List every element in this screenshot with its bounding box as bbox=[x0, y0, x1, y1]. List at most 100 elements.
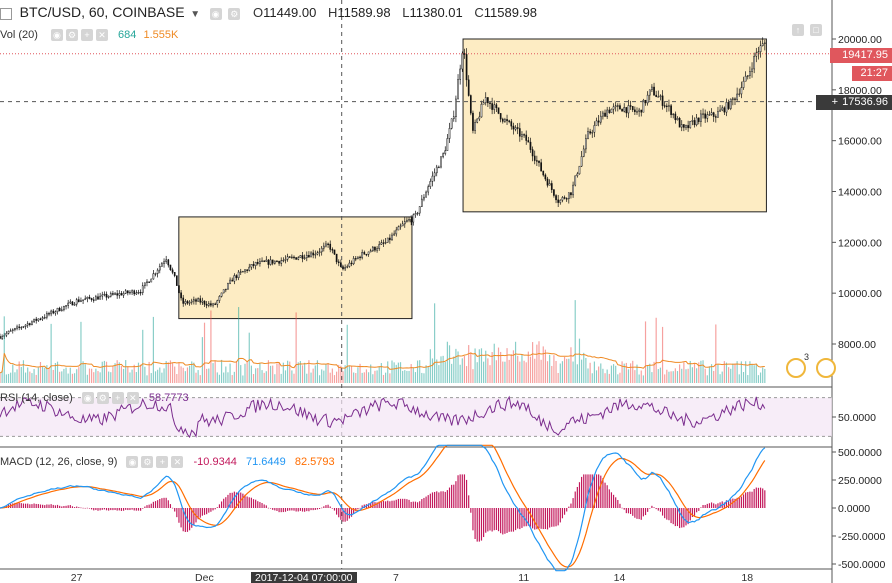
macd-histogram-bar bbox=[142, 508, 144, 509]
collapse-icon[interactable] bbox=[0, 7, 12, 20]
macd-histogram-bar bbox=[267, 507, 270, 509]
macd-histogram-bar bbox=[649, 508, 651, 509]
macd-histogram-bar bbox=[444, 491, 446, 508]
pane-up-icon[interactable]: ↑ bbox=[792, 24, 804, 36]
volume-bar bbox=[1, 370, 3, 383]
volume-bar bbox=[108, 371, 110, 383]
candle-body bbox=[489, 102, 491, 104]
macd-histogram-bar bbox=[664, 508, 666, 519]
volume-bar bbox=[425, 365, 427, 383]
macd-histogram-bar bbox=[308, 508, 310, 512]
volume-bar bbox=[376, 370, 378, 383]
settings-icon[interactable]: ⚙ bbox=[96, 392, 109, 405]
volume-bar bbox=[363, 372, 365, 383]
macd-histogram-bar bbox=[257, 501, 259, 508]
macd-histogram-bar bbox=[327, 504, 329, 508]
candle-body bbox=[508, 120, 511, 122]
visibility-icon[interactable]: ◉ bbox=[126, 456, 139, 469]
volume-bar bbox=[598, 366, 600, 383]
volume-bar bbox=[438, 365, 440, 383]
volume-bar bbox=[227, 372, 229, 383]
volume-bar bbox=[544, 349, 546, 383]
macd-histogram-bar bbox=[46, 504, 48, 508]
economic-events-icon[interactable]: 3 bbox=[786, 352, 809, 378]
candle-body bbox=[288, 256, 291, 258]
visibility-icon[interactable]: ◉ bbox=[81, 392, 94, 405]
add-icon[interactable]: + bbox=[80, 29, 93, 42]
volume-bar bbox=[408, 370, 410, 383]
candle-body bbox=[109, 293, 112, 297]
candle-body bbox=[374, 246, 376, 251]
candle-body bbox=[114, 293, 116, 295]
candle-body bbox=[589, 131, 591, 134]
volume-bar bbox=[455, 348, 457, 383]
close-icon[interactable]: ✕ bbox=[95, 29, 108, 42]
macd-histogram-bar bbox=[261, 503, 263, 508]
visibility-icon[interactable]: ◉ bbox=[209, 7, 222, 20]
macd-histogram-bar bbox=[559, 508, 561, 523]
candle-body bbox=[742, 80, 745, 88]
close-icon[interactable]: ✕ bbox=[126, 392, 139, 405]
volume-bar bbox=[176, 374, 178, 383]
candle-body bbox=[459, 68, 462, 80]
macd-histogram-bar bbox=[399, 498, 402, 508]
candle-body bbox=[749, 71, 751, 76]
symbol-title[interactable]: BTC/USD, 60, COINBASE bbox=[19, 4, 185, 20]
candle-body bbox=[384, 242, 387, 244]
volume-bar bbox=[142, 329, 144, 383]
macd-histogram-bar bbox=[199, 508, 201, 518]
macd-histogram-bar bbox=[534, 508, 536, 530]
toggle-dropdown-icon[interactable]: ▼ bbox=[190, 9, 201, 20]
economic-events-icon[interactable] bbox=[816, 358, 836, 378]
macd-histogram-bar bbox=[600, 475, 602, 508]
candle-body bbox=[469, 95, 472, 114]
settings-icon[interactable]: ⚙ bbox=[141, 456, 154, 469]
volume-bar bbox=[751, 363, 753, 383]
macd-histogram-bar bbox=[255, 499, 257, 508]
visibility-icon[interactable]: ◉ bbox=[50, 29, 63, 42]
volume-bar bbox=[440, 356, 442, 383]
volume-bar bbox=[229, 363, 231, 383]
volume-bar bbox=[95, 368, 97, 383]
macd-histogram-bar bbox=[632, 508, 634, 516]
candle-body bbox=[31, 321, 33, 325]
volume-bar bbox=[651, 372, 653, 383]
macd-histogram-bar bbox=[696, 508, 698, 513]
candle-body bbox=[86, 296, 89, 300]
volume-bar bbox=[235, 361, 238, 383]
candle-body bbox=[593, 125, 596, 133]
volume-bar bbox=[446, 341, 448, 383]
macd-histogram-bar bbox=[161, 498, 163, 508]
candle-body bbox=[623, 107, 626, 112]
macd-histogram-bar bbox=[604, 482, 606, 508]
rsi-label[interactable]: RSI (14, close) bbox=[0, 392, 73, 404]
candle-body bbox=[416, 212, 419, 215]
volume-bar bbox=[728, 367, 730, 383]
candle-body bbox=[137, 291, 140, 294]
macd-hist-value: -10.9344 bbox=[193, 456, 237, 468]
add-alert-icon[interactable]: + bbox=[831, 96, 839, 108]
volume-bar bbox=[272, 365, 274, 383]
candle-body bbox=[175, 275, 178, 286]
pane-maximize-icon[interactable]: □ bbox=[810, 24, 822, 36]
macd-histogram-bar bbox=[197, 508, 199, 520]
macd-label[interactable]: MACD (12, 26, close, 9) bbox=[0, 456, 118, 468]
close-icon[interactable]: ✕ bbox=[171, 456, 184, 469]
rsi-tick-label: 50.0000 bbox=[838, 412, 876, 424]
candle-body bbox=[727, 102, 730, 109]
candle-body bbox=[148, 281, 150, 283]
volume-label[interactable]: Vol (20) bbox=[0, 29, 38, 41]
settings-icon[interactable]: ⚙ bbox=[65, 29, 78, 42]
add-icon[interactable]: + bbox=[111, 392, 124, 405]
volume-bar bbox=[367, 372, 370, 383]
candle-body bbox=[457, 79, 459, 100]
last-price-tag: 19417.95 bbox=[830, 48, 892, 63]
macd-histogram-bar bbox=[48, 504, 50, 508]
candle-body bbox=[729, 98, 732, 109]
candle-body bbox=[629, 105, 632, 107]
macd-histogram-bar bbox=[502, 508, 504, 535]
add-icon[interactable]: + bbox=[156, 456, 169, 469]
settings-icon[interactable]: ⚙ bbox=[228, 7, 241, 20]
volume-bar bbox=[574, 300, 576, 383]
